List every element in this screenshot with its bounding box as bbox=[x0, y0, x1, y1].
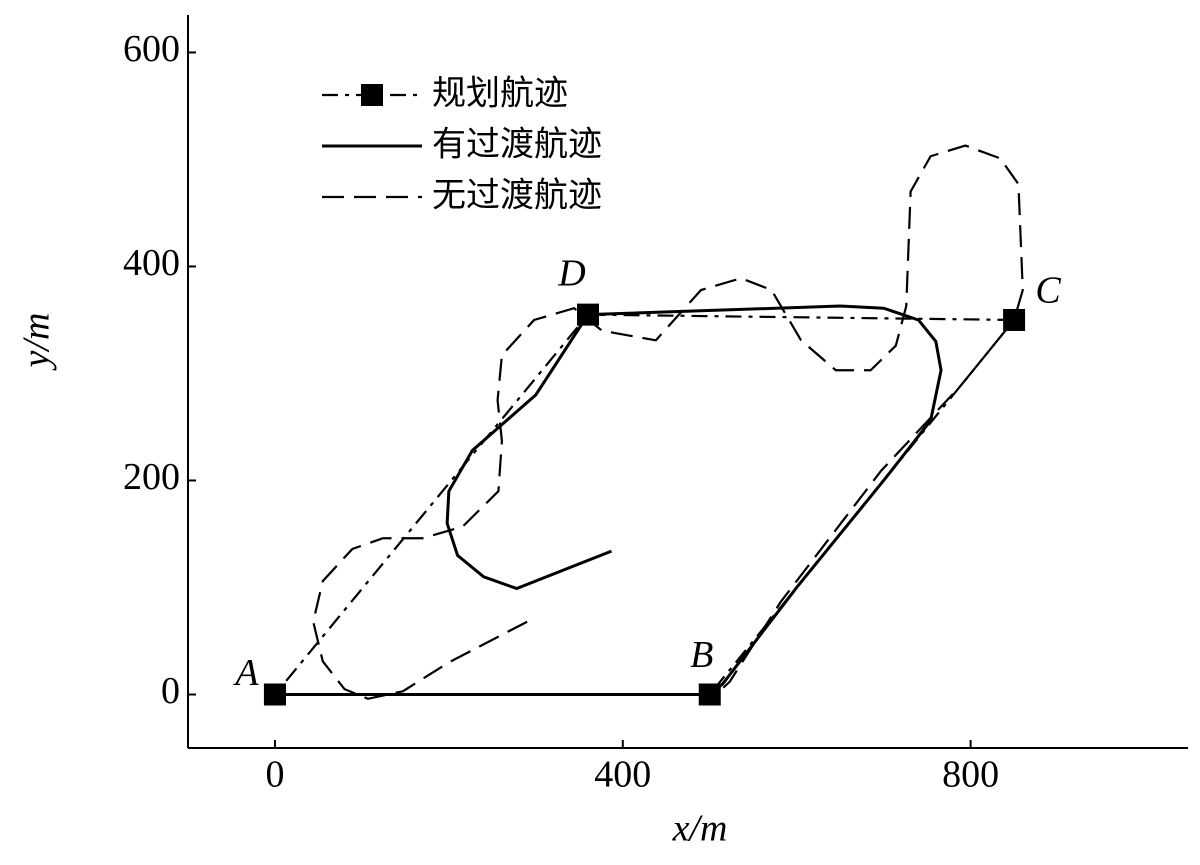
y-tick-label: 600 bbox=[123, 28, 180, 70]
y-tick-label: 400 bbox=[123, 242, 180, 284]
x-tick-label: 400 bbox=[594, 754, 651, 796]
legend-label: 有过渡航迹 bbox=[432, 125, 602, 165]
legend-marker bbox=[361, 84, 383, 106]
point-label: C bbox=[1035, 270, 1061, 312]
legend-label: 无过渡航迹 bbox=[432, 176, 602, 216]
series-line bbox=[274, 313, 1017, 696]
point-label: A bbox=[232, 652, 259, 694]
series-line bbox=[312, 144, 1024, 700]
y-axis-label: y/m bbox=[16, 313, 58, 372]
y-tick-label: 200 bbox=[123, 456, 180, 498]
point-label: D bbox=[557, 252, 585, 294]
x-tick-label: 0 bbox=[265, 754, 284, 796]
x-axis-label: x/m bbox=[672, 808, 728, 850]
series-line bbox=[274, 304, 943, 696]
point-label: B bbox=[690, 634, 713, 676]
x-tick-label: 800 bbox=[942, 754, 999, 796]
legend-label: 规划航迹 bbox=[432, 74, 568, 114]
y-tick-label: 0 bbox=[161, 670, 180, 712]
